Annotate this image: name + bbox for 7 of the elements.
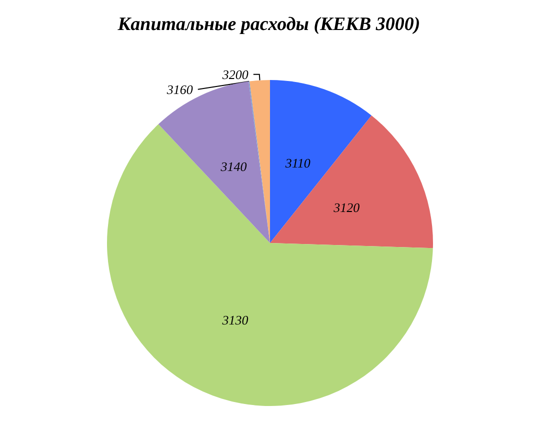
slice-label: 3110: [284, 156, 311, 171]
slice-label: 3160: [166, 82, 194, 97]
slice-label: 3200: [221, 66, 249, 82]
chart-title: Капитальные расходы (КЕКВ 3000): [116, 14, 420, 35]
slice-label: 3130: [221, 312, 249, 328]
slice-label: 3140: [220, 159, 248, 174]
slice-label: 3120: [332, 200, 360, 216]
